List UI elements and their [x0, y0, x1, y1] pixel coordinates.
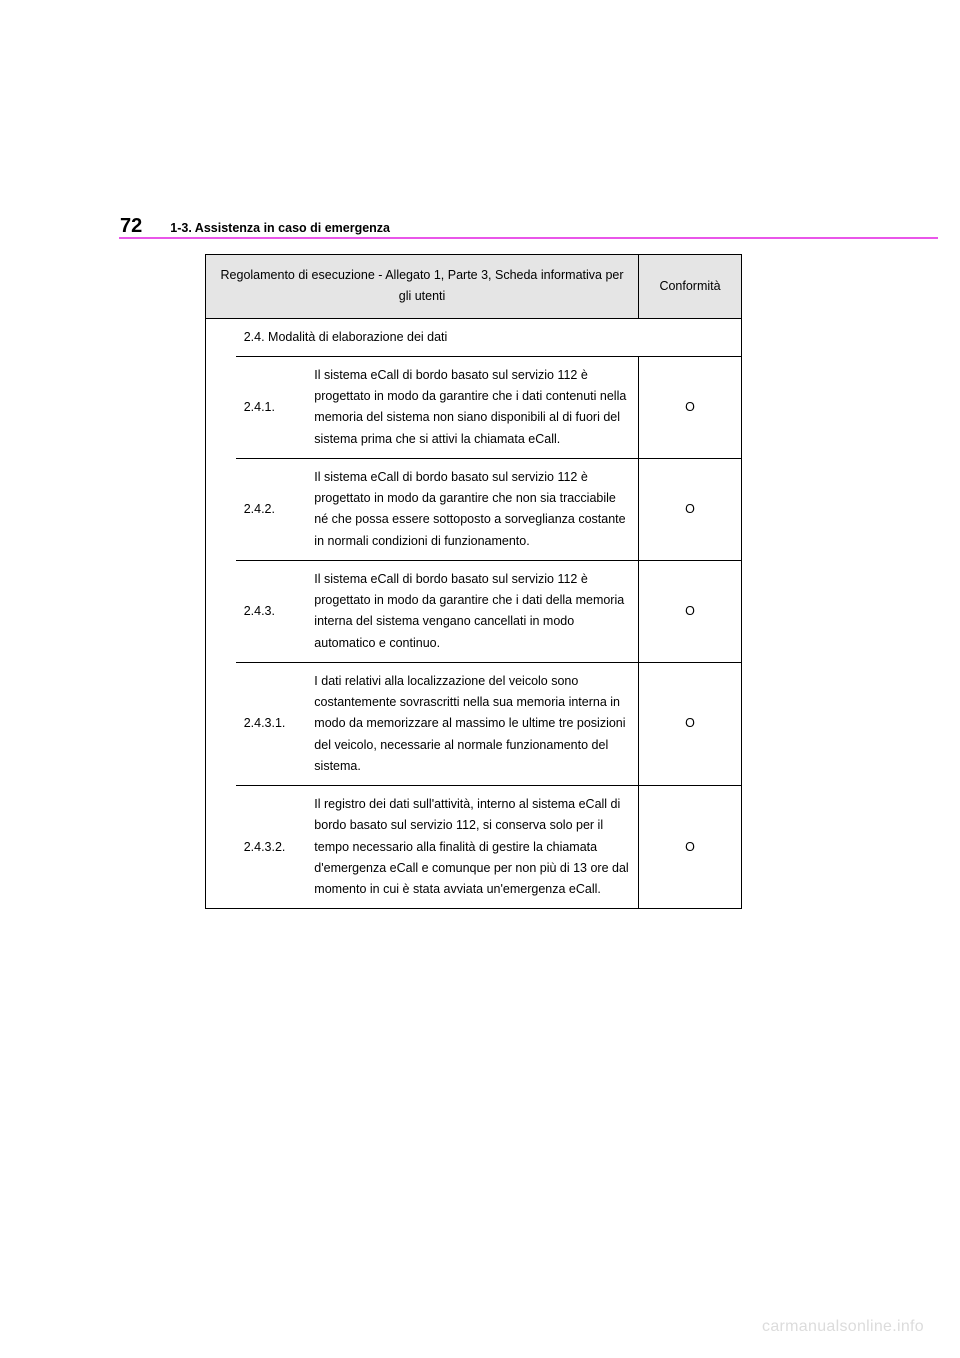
table-section-row: 2.4. Modalità di elaborazione dei dati: [206, 318, 742, 356]
row-conformity: O: [639, 458, 742, 560]
table-header-row: Regolamento di esecuzione - Allegato 1, …: [206, 255, 742, 319]
row-conformity: O: [639, 560, 742, 662]
header-col-regulation: Regolamento di esecuzione - Allegato 1, …: [206, 255, 639, 319]
row-number: 2.4.3.: [236, 560, 307, 662]
row-description: Il registro dei dati sull'attività, inte…: [306, 786, 638, 909]
table-row: 2.4.3. Il sistema eCall di bordo basato …: [206, 560, 742, 662]
section-title: 1-3. Assistenza in caso di emergenza: [170, 221, 390, 235]
table-row: 2.4.3.1. I dati relativi alla localizzaz…: [206, 662, 742, 785]
row-description: I dati relativi alla localizzazione del …: [306, 662, 638, 785]
row-description: Il sistema eCall di bordo basato sul ser…: [306, 560, 638, 662]
row-description: Il sistema eCall di bordo basato sul ser…: [306, 458, 638, 560]
section-header-cell: 2.4. Modalità di elaborazione dei dati: [236, 318, 742, 356]
header-divider: [119, 237, 938, 239]
row-conformity: O: [639, 662, 742, 785]
row-number: 2.4.2.: [236, 458, 307, 560]
indent-cell: [206, 318, 236, 909]
watermark-text: carmanualsonline.info: [762, 1318, 924, 1336]
row-description: Il sistema eCall di bordo basato sul ser…: [306, 356, 638, 458]
table-row: 2.4.2. Il sistema eCall di bordo basato …: [206, 458, 742, 560]
row-number: 2.4.3.1.: [236, 662, 307, 785]
table-row: 2.4.1. Il sistema eCall di bordo basato …: [206, 356, 742, 458]
row-number: 2.4.3.2.: [236, 786, 307, 909]
row-conformity: O: [639, 356, 742, 458]
page-number: 72: [120, 215, 142, 238]
regulation-table: Regolamento di esecuzione - Allegato 1, …: [205, 254, 742, 909]
page-header: 72 1-3. Assistenza in caso di emergenza: [120, 215, 920, 238]
row-number: 2.4.1.: [236, 356, 307, 458]
header-col-conformity: Conformità: [639, 255, 742, 319]
row-conformity: O: [639, 786, 742, 909]
table-row: 2.4.3.2. Il registro dei dati sull'attiv…: [206, 786, 742, 909]
